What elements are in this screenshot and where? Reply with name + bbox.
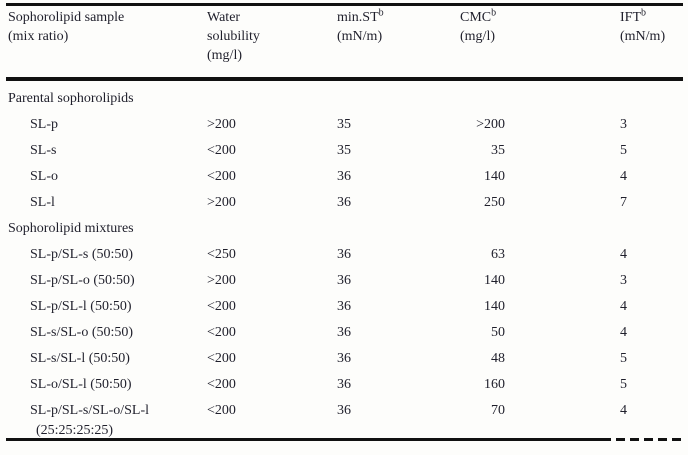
min-st-value: 36 — [337, 351, 351, 366]
header-sample-column: Sophorolipid sample (mix ratio) — [0, 8, 206, 65]
water-solubility-value: <200 — [207, 351, 236, 366]
sample-name: SL-p/SL-o (50:50) — [30, 273, 135, 288]
sample-name: SL-p/SL-s (50:50) — [30, 247, 134, 262]
cmc-value: 70 — [491, 403, 505, 418]
ift-value: 5 — [620, 143, 627, 158]
cmc-value: 35 — [491, 143, 505, 158]
table-body: Parental sophorolipids SL-p >200 35 >200… — [0, 86, 688, 438]
sample-name: SL-s — [30, 143, 57, 158]
min-st-value: 35 — [337, 143, 351, 158]
section-title: Sophorolipid mixtures — [8, 221, 134, 236]
min-st-value: 36 — [337, 377, 351, 392]
header-cmc-name: CMC — [460, 10, 492, 25]
cmc-value: 140 — [484, 299, 505, 314]
min-st-value: 35 — [337, 117, 351, 132]
sample-name: SL-o/SL-l (50:50) — [30, 377, 132, 392]
water-solubility-value: <200 — [207, 377, 236, 392]
header-min-st-footnote: b — [378, 7, 384, 19]
table-header-row: Sophorolipid sample (mix ratio) Water so… — [0, 8, 688, 65]
table-row: SL-p/SL-o (50:50) >200 36 140 3 — [0, 268, 688, 294]
cmc-value: 50 — [491, 325, 505, 340]
table-row: SL-s/SL-l (50:50) <200 36 48 5 — [0, 346, 688, 372]
header-ift-footnote: b — [641, 7, 646, 19]
sample-name: SL-l — [30, 195, 55, 210]
header-cmc-column: CMCb (mg/l) — [460, 8, 505, 65]
ift-value: 5 — [620, 377, 627, 392]
ift-value: 4 — [620, 299, 627, 314]
sample-name: SL-p/SL-l (50:50) — [30, 299, 132, 314]
table-row: SL-p/SL-s (50:50) <250 36 63 4 — [0, 242, 688, 268]
water-solubility-value: >200 — [207, 117, 236, 132]
header-water-line1: Water — [207, 10, 241, 25]
sample-name: SL-o — [30, 169, 58, 184]
min-st-value: 36 — [337, 247, 351, 262]
ift-value: 5 — [620, 351, 627, 366]
cmc-value: 160 — [484, 377, 505, 392]
table-row: SL-o/SL-l (50:50) <200 36 160 5 — [0, 372, 688, 398]
table-bottom-rule — [6, 438, 602, 441]
header-ift-column: IFTb (mN/m) — [505, 8, 688, 65]
cmc-value: 140 — [484, 169, 505, 184]
table-row: SL-s <200 35 35 5 — [0, 138, 688, 164]
water-solubility-value: <200 — [207, 143, 236, 158]
header-ift-unit: (mN/m) — [620, 29, 666, 44]
table-row: SL-l >200 36 250 7 — [0, 190, 688, 216]
sample-name-line1: SL-p/SL-s/SL-o/SL-l — [30, 403, 150, 418]
ift-value: 4 — [620, 169, 627, 184]
ift-value: 4 — [620, 403, 627, 418]
header-ift-name: IFT — [620, 10, 641, 25]
sample-name: SL-p/SL-s/SL-o/SL-l (25:25:25:25) — [0, 398, 206, 441]
cmc-value: 63 — [491, 247, 505, 262]
header-cmc-unit: (mg/l) — [460, 29, 495, 44]
table-top-rule — [6, 3, 683, 6]
ift-value: 7 — [620, 195, 627, 210]
cmc-value: 140 — [484, 273, 505, 288]
min-st-value: 36 — [337, 299, 351, 314]
ift-value: 3 — [620, 273, 627, 288]
cmc-value: >200 — [476, 117, 505, 132]
ift-value: 4 — [620, 247, 627, 262]
water-solubility-value: <250 — [207, 247, 236, 262]
water-solubility-value: <200 — [207, 299, 236, 314]
sample-name: SL-s/SL-o (50:50) — [30, 325, 134, 340]
section-header-parental: Parental sophorolipids — [0, 86, 688, 112]
ift-value: 4 — [620, 325, 627, 340]
water-solubility-value: >200 — [207, 195, 236, 210]
sample-name: SL-s/SL-l (50:50) — [30, 351, 130, 366]
water-solubility-value: <200 — [207, 403, 236, 418]
header-sample-line1: Sophorolipid sample — [8, 10, 125, 25]
section-header-mixtures: Sophorolipid mixtures — [0, 216, 688, 242]
header-min-st-column: min.STb (mN/m) — [337, 8, 460, 65]
table-row: SL-p/SL-s/SL-o/SL-l (25:25:25:25) <200 3… — [0, 398, 688, 438]
table-row: SL-s/SL-o (50:50) <200 36 50 4 — [0, 320, 688, 346]
table-row: SL-p >200 35 >200 3 — [0, 112, 688, 138]
sample-name: SL-p — [30, 117, 58, 132]
water-solubility-value: <200 — [207, 169, 236, 184]
table-row: SL-o <200 36 140 4 — [0, 164, 688, 190]
header-water-line3: (mg/l) — [207, 48, 242, 63]
section-title: Parental sophorolipids — [8, 91, 134, 106]
header-min-st-unit: (mN/m) — [337, 29, 383, 44]
header-cmc-footnote: b — [491, 7, 497, 19]
water-solubility-value: <200 — [207, 325, 236, 340]
min-st-value: 36 — [337, 169, 351, 184]
table-bottom-rule-dashed-artifact — [602, 438, 683, 441]
header-sample-line2: (mix ratio) — [8, 29, 69, 44]
ift-value: 3 — [620, 117, 627, 132]
min-st-value: 36 — [337, 273, 351, 288]
table-row: SL-p/SL-l (50:50) <200 36 140 4 — [0, 294, 688, 320]
min-st-value: 36 — [337, 195, 351, 210]
header-water-line2: solubility — [207, 29, 260, 44]
water-solubility-value: >200 — [207, 273, 236, 288]
header-water-solubility-column: Water solubility (mg/l) — [206, 8, 337, 65]
header-min-st-name: min.ST — [337, 10, 379, 25]
cmc-value: 48 — [491, 351, 505, 366]
cmc-value: 250 — [484, 195, 505, 210]
sample-name-line2: (25:25:25:25) — [36, 423, 113, 438]
min-st-value: 36 — [337, 325, 351, 340]
min-st-value: 36 — [337, 403, 351, 418]
table-header-rule — [6, 77, 683, 81]
